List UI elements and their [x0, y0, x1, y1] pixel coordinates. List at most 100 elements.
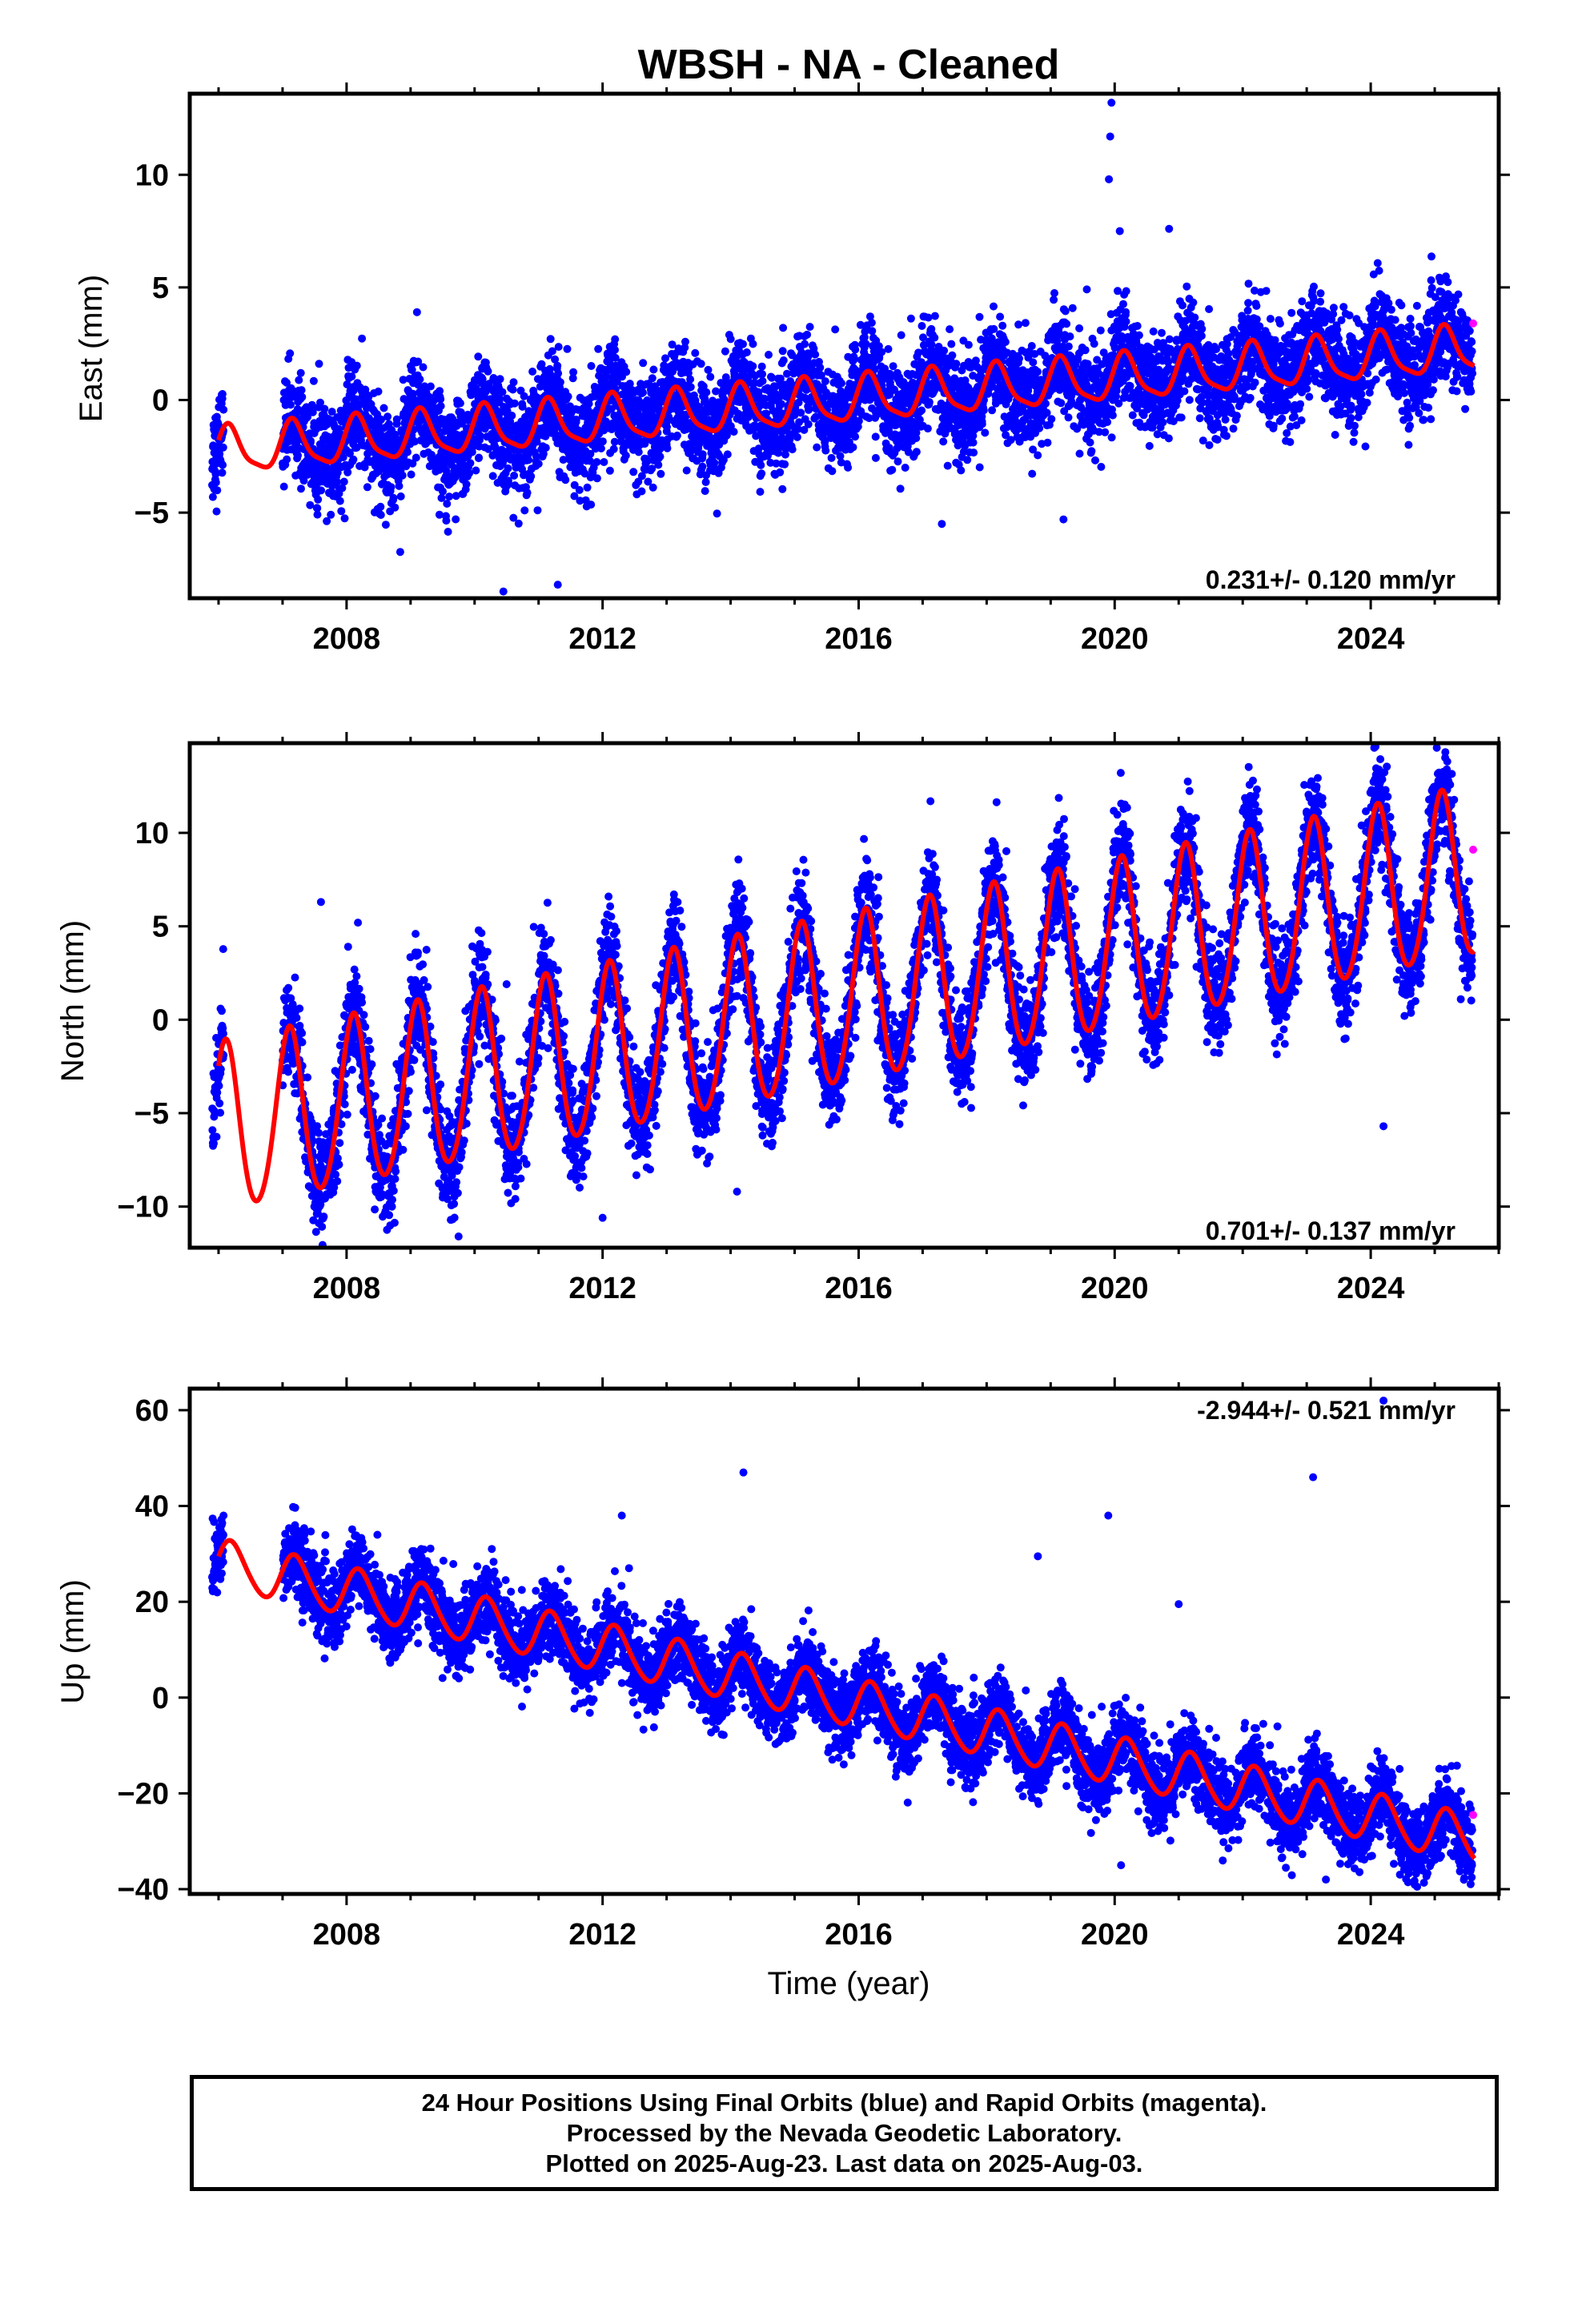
- data-point: [508, 385, 517, 394]
- data-point: [1205, 440, 1214, 449]
- data-point: [1047, 415, 1056, 424]
- data-point: [1133, 322, 1142, 330]
- data-point: [656, 469, 665, 478]
- data-point: [411, 437, 419, 446]
- data-point: [861, 340, 870, 348]
- data-point: [349, 386, 358, 395]
- data-point: [389, 493, 398, 502]
- data-point: [569, 368, 578, 376]
- data-point: [778, 485, 787, 493]
- data-point: [605, 466, 614, 475]
- data-point: [721, 347, 729, 356]
- data-point: [1122, 308, 1130, 316]
- data-point: [734, 409, 743, 418]
- data-point: [456, 399, 464, 408]
- data-point: [585, 456, 594, 465]
- data-point: [408, 389, 417, 398]
- data-point: [1107, 433, 1116, 442]
- data-point: [793, 424, 802, 433]
- data-point: [698, 450, 707, 459]
- data-point: [868, 327, 877, 336]
- data-point: [374, 387, 383, 396]
- data-point: [518, 402, 527, 411]
- data-point: [777, 400, 785, 408]
- data-point: [1128, 411, 1137, 420]
- data-point: [323, 517, 331, 525]
- data-point: [963, 456, 972, 464]
- data-point: [1064, 342, 1073, 351]
- data-point: [395, 481, 404, 490]
- data-point: [303, 412, 312, 421]
- data-point: [871, 453, 880, 462]
- data-point: [548, 347, 556, 356]
- data-point: [576, 497, 584, 505]
- data-point: [610, 437, 619, 446]
- data-point: [637, 487, 646, 496]
- data-point: [663, 444, 672, 452]
- data-point: [564, 392, 572, 401]
- data-point: [611, 345, 619, 354]
- data-point: [969, 438, 978, 447]
- data-point: [1185, 396, 1194, 404]
- data-point: [851, 345, 860, 354]
- data-point: [713, 509, 721, 518]
- data-point: [1087, 447, 1096, 456]
- data-point: [1223, 340, 1231, 348]
- data-point: [376, 511, 385, 519]
- data-point: [541, 432, 550, 440]
- data-point: [1122, 287, 1130, 296]
- data-point: [850, 355, 859, 364]
- data-point: [419, 363, 428, 372]
- data-point: [964, 340, 973, 349]
- data-point: [669, 367, 677, 376]
- data-point: [208, 493, 217, 501]
- data-point: [315, 360, 323, 368]
- data-point: [779, 324, 788, 332]
- data-point: [318, 441, 327, 450]
- data-point: [307, 436, 315, 445]
- data-point: [398, 471, 407, 480]
- data-point: [701, 478, 710, 486]
- data-point: [695, 440, 704, 448]
- data-point: [757, 362, 766, 371]
- data-point: [1083, 360, 1092, 368]
- data-point: [940, 346, 949, 355]
- data-point: [758, 370, 767, 379]
- data-point: [496, 395, 504, 403]
- data-point: [803, 330, 812, 339]
- data-point: [768, 373, 777, 382]
- data-point: [534, 460, 543, 468]
- data-point: [539, 449, 548, 458]
- data-point: [760, 394, 769, 403]
- data-point: [1064, 413, 1073, 422]
- data-point: [1222, 432, 1231, 440]
- data-point: [335, 497, 344, 505]
- data-point: [340, 514, 349, 523]
- data-point: [757, 460, 765, 469]
- data-point: [1021, 319, 1030, 328]
- data-point: [554, 369, 563, 378]
- data-point: [925, 398, 934, 407]
- data-point: [1165, 335, 1174, 344]
- data-point: [537, 360, 546, 368]
- data-point: [975, 463, 984, 472]
- data-point: [474, 352, 483, 361]
- data-point: [313, 510, 322, 519]
- data-point: [1014, 320, 1023, 329]
- data-point: [443, 500, 452, 508]
- data-point: [637, 472, 646, 480]
- data-point: [456, 408, 465, 416]
- data-point: [1101, 428, 1110, 436]
- data-point: [484, 444, 492, 453]
- data-point: [1182, 282, 1191, 291]
- data-point: [408, 365, 416, 374]
- data-point: [488, 472, 497, 480]
- data-point: [462, 480, 471, 489]
- data-point: [888, 465, 897, 474]
- data-point: [298, 392, 307, 401]
- data-point: [1090, 340, 1098, 348]
- data-point: [568, 374, 577, 383]
- data-point: [452, 492, 460, 501]
- data-point: [622, 368, 631, 376]
- data-point: [837, 379, 845, 388]
